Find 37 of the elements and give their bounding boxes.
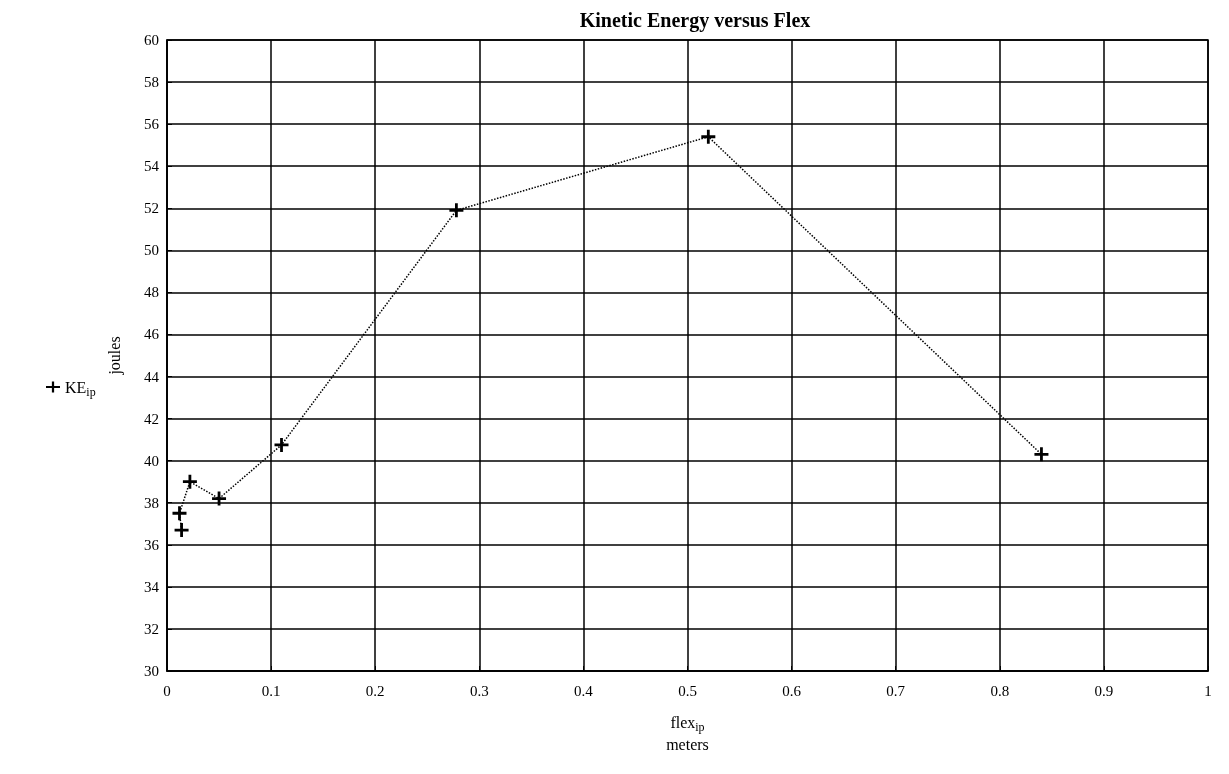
x-tick-label: 0.2 <box>365 682 385 699</box>
y-tick-label: 36 <box>144 536 160 553</box>
y-tick-label: 32 <box>144 620 159 637</box>
y-tick-label: 38 <box>144 494 159 511</box>
x-tick-label: 0.4 <box>574 682 594 699</box>
x-tick-label: 1 <box>1204 682 1212 699</box>
y-tick-label: 52 <box>144 200 159 217</box>
point <box>449 203 464 218</box>
x-tick-label: 0 <box>163 682 171 699</box>
y-tick-label: 56 <box>144 116 160 133</box>
x-tick-label: 0.9 <box>1094 682 1114 699</box>
x-tick-label: 0.5 <box>678 682 697 699</box>
y-tick-label: 54 <box>144 158 160 175</box>
point <box>212 491 227 506</box>
y-tick-label: 46 <box>144 326 160 343</box>
x-tick-label: 0.8 <box>990 682 1010 699</box>
point <box>1034 447 1049 462</box>
x-tick-label: 0.6 <box>782 682 802 699</box>
y-tick-label: 40 <box>144 452 159 469</box>
y-tick-label: 44 <box>144 368 160 385</box>
chart-title: Kinetic Energy versus Flex <box>579 9 811 32</box>
point <box>701 129 716 144</box>
y-tick-label: 58 <box>144 74 159 91</box>
x-tick-label: 0.7 <box>886 682 906 699</box>
x-tick-label: 0.3 <box>469 682 489 699</box>
y-tick-label: 50 <box>144 242 159 259</box>
y-axis-title: joules <box>105 336 124 376</box>
y-tick-label: 30 <box>144 663 159 679</box>
y-tick-label: 48 <box>144 284 159 301</box>
y-tick-label: 60 <box>144 32 159 48</box>
point <box>172 506 187 521</box>
point <box>182 474 197 489</box>
point <box>174 523 189 538</box>
y-tick-label: 42 <box>144 410 159 427</box>
point <box>274 437 289 452</box>
y-tick-label: 34 <box>144 578 160 595</box>
x-tick-label: 0.1 <box>261 682 281 699</box>
